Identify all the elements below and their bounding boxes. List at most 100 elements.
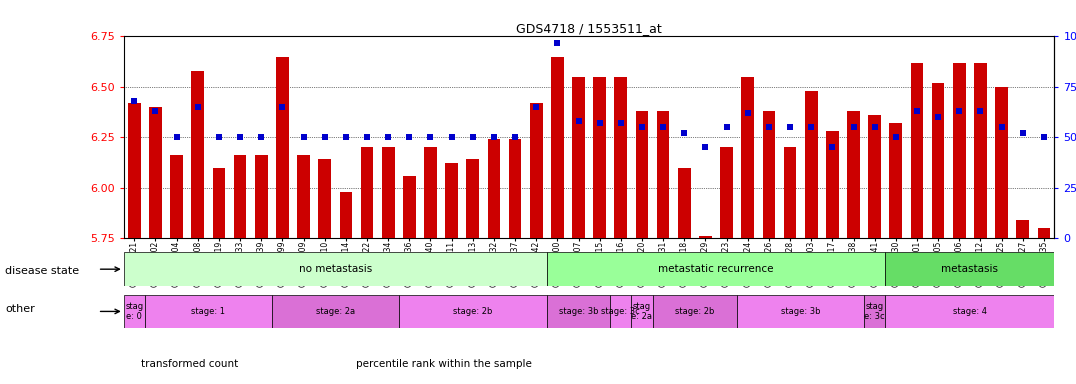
Bar [741,77,754,238]
Bar [864,295,886,328]
Point [189,104,207,110]
Text: stage: 3b: stage: 3b [558,307,598,316]
Point [422,134,439,140]
Bar [402,175,415,238]
Point [824,144,841,151]
Bar [277,56,288,238]
Bar [593,77,606,238]
Text: stage: 2a: stage: 2a [315,307,355,316]
Point [443,134,461,140]
Point [253,134,270,140]
Text: stag
e: 3c: stag e: 3c [864,302,884,321]
Bar [974,63,987,238]
Point [231,134,249,140]
Point [888,134,905,140]
Bar [128,103,141,238]
Bar [124,252,547,286]
Bar [399,295,547,328]
Text: other: other [5,304,36,314]
Bar [445,164,458,238]
Point [485,134,502,140]
Bar [255,156,268,238]
Point [697,144,714,151]
Bar [783,147,796,238]
Bar [551,56,564,238]
Bar [487,139,500,238]
Point [781,124,798,130]
Text: stage: 2b: stage: 2b [675,307,714,316]
Point [400,134,417,140]
Bar [170,156,183,238]
Point [612,120,629,126]
Text: metastatic recurrence: metastatic recurrence [659,264,774,274]
Point [951,108,968,114]
Bar [699,236,712,238]
Bar [886,295,1054,328]
Bar [995,87,1008,238]
Bar [192,71,204,238]
Point [507,134,524,140]
Bar [1037,228,1050,238]
Point [380,134,397,140]
Bar [340,192,352,238]
Bar [614,77,627,238]
Point [273,104,291,110]
Point [210,134,227,140]
Bar [636,111,649,238]
Point [739,110,756,116]
Bar [932,83,945,238]
Bar [572,77,585,238]
Bar [382,147,395,238]
Point [1015,130,1032,136]
Point [654,124,671,130]
Point [676,130,693,136]
Point [803,124,820,130]
Bar [424,147,437,238]
Bar [529,103,542,238]
Bar [213,167,225,238]
Point [549,40,566,46]
Bar [632,295,652,328]
Bar [272,295,399,328]
Bar [886,252,1054,286]
Bar [847,111,860,238]
Bar [678,167,691,238]
Text: stage: 3b: stage: 3b [781,307,820,316]
Point [464,134,481,140]
Point [866,124,883,130]
Bar [547,295,610,328]
Bar [360,147,373,238]
Bar [953,63,965,238]
Bar [652,295,737,328]
Text: stage: 2b: stage: 2b [453,307,493,316]
Text: stag
e: 2a: stag e: 2a [632,302,652,321]
Bar [890,123,902,238]
Point [761,124,778,130]
Point [718,124,735,130]
Text: stag
e: 0: stag e: 0 [125,302,143,321]
Text: stage: 4: stage: 4 [953,307,987,316]
Point [570,118,587,124]
Bar [297,156,310,238]
Bar [737,295,864,328]
Text: no metastasis: no metastasis [299,264,372,274]
Bar [868,115,881,238]
Bar [466,159,479,238]
Bar [145,295,272,328]
Point [295,134,312,140]
Bar [805,91,818,238]
Point [527,104,544,110]
Bar [124,295,145,328]
Text: stage: 1: stage: 1 [192,307,225,316]
Bar [910,63,923,238]
Point [146,108,164,114]
Title: GDS4718 / 1553511_at: GDS4718 / 1553511_at [516,22,662,35]
Point [1035,134,1052,140]
Bar [1017,220,1029,238]
Point [591,120,608,126]
Text: disease state: disease state [5,266,80,276]
Point [316,134,334,140]
Bar [233,156,246,238]
Bar [720,147,733,238]
Point [845,124,862,130]
